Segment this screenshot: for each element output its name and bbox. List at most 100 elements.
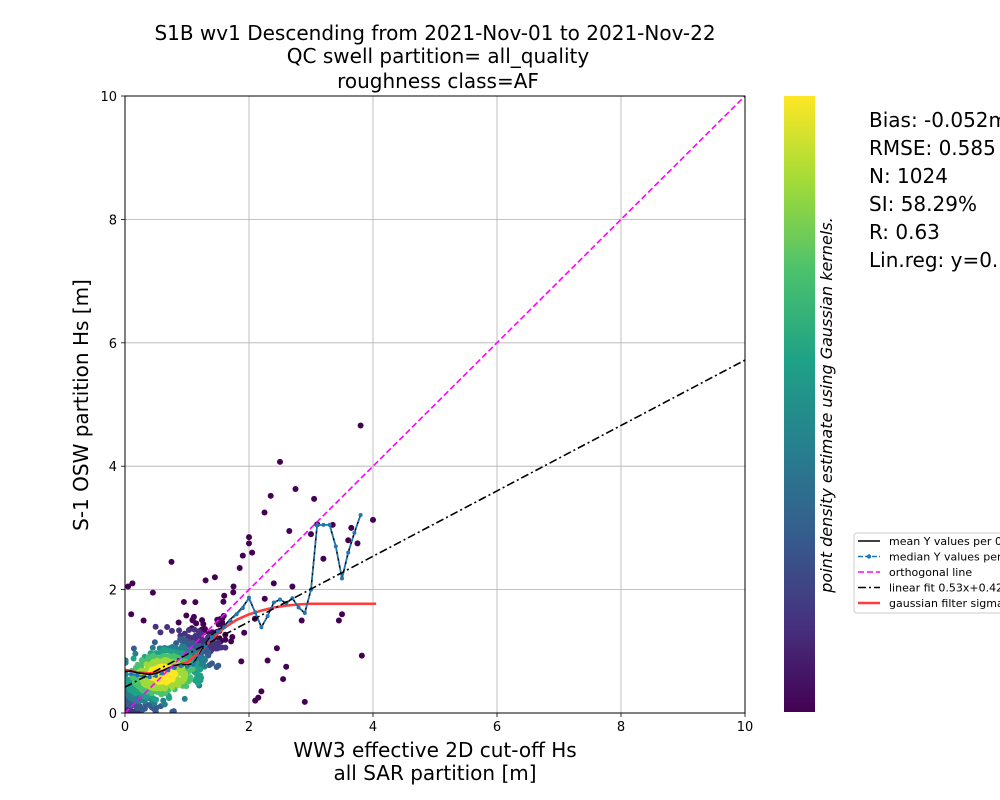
median-marker xyxy=(265,614,270,619)
median-marker xyxy=(352,530,357,535)
median-marker xyxy=(253,610,258,615)
title-line-3: roughness class=AF xyxy=(337,69,539,93)
scatter-point xyxy=(215,621,222,628)
scatter-point xyxy=(149,644,156,651)
x-tick-label: 2 xyxy=(245,720,253,735)
x-tick-label: 8 xyxy=(617,720,625,735)
x-tick-label: 6 xyxy=(493,720,501,735)
legend-box xyxy=(853,532,1000,614)
scatter-point xyxy=(202,577,209,584)
series-line-orthogonal xyxy=(125,96,745,713)
median-marker xyxy=(154,673,158,678)
median-marker xyxy=(185,664,189,669)
scatter-point xyxy=(264,657,271,664)
stat-line: Lin.reg: y=0. xyxy=(869,248,998,272)
median-marker xyxy=(178,664,183,669)
scatter-point xyxy=(286,527,293,534)
scatter-point xyxy=(370,516,376,523)
title-line-1: S1B wv1 Descending from 2021-Nov-01 to 2… xyxy=(154,21,715,45)
legend-marker xyxy=(866,554,872,559)
scatter-point xyxy=(168,558,175,565)
scatter-point xyxy=(311,495,318,502)
stat-line: Bias: -0.052m xyxy=(869,108,1000,132)
scatter-point xyxy=(273,645,280,652)
scatter-point xyxy=(125,659,129,666)
colorbar xyxy=(784,96,815,712)
title-line-2: QC swell partition= all_quality xyxy=(287,44,590,68)
scatter-point xyxy=(152,623,159,630)
scatter-point xyxy=(129,580,136,587)
median-marker xyxy=(147,675,152,680)
colorbar-label: point density estimate using Gaussian ke… xyxy=(817,217,836,593)
y-axis-label: S-1 OSW partition Hs [m] xyxy=(69,279,93,531)
scatter-point xyxy=(140,617,147,624)
series-lines xyxy=(125,96,745,713)
axis-ticks: 0 2 4 6 8 10 0 2 4 6 8 10 xyxy=(100,90,753,735)
scatter-point xyxy=(339,611,345,618)
median-marker xyxy=(197,654,202,659)
scatter-point xyxy=(220,598,227,605)
plot-frame xyxy=(124,95,746,714)
y-tick-label: 10 xyxy=(100,90,117,105)
scatter-point xyxy=(270,580,277,587)
x-tick-label: 4 xyxy=(369,720,377,735)
legend-label: gaussian filter sigma xyxy=(889,597,1000,610)
scatter-point xyxy=(292,486,299,493)
scatter-point xyxy=(173,640,180,647)
scatter-point xyxy=(236,565,243,572)
median-marker xyxy=(271,600,276,605)
scatter-point xyxy=(289,583,296,590)
scatter-point xyxy=(249,549,256,556)
scatter-point xyxy=(211,574,218,581)
median-marker xyxy=(321,522,326,527)
scatter-point xyxy=(151,639,158,646)
median-marker xyxy=(240,606,245,611)
median-marker xyxy=(209,635,214,640)
scatter-point xyxy=(130,645,137,652)
scatter-point xyxy=(329,521,336,528)
scatter-point xyxy=(228,638,235,645)
scatter-point xyxy=(185,626,192,633)
stat-line: R: 0.63 xyxy=(869,220,940,244)
stat-line: N: 1024 xyxy=(869,164,948,188)
scatter-point xyxy=(168,627,175,634)
series-line-linear xyxy=(125,359,745,688)
scatter-point xyxy=(261,509,268,516)
y-tick-label: 0 xyxy=(109,707,117,722)
scatter-point xyxy=(132,650,139,657)
scatter-point xyxy=(149,589,156,596)
scatter-point xyxy=(277,458,283,465)
scatter-point xyxy=(160,697,167,704)
median-marker xyxy=(346,550,351,555)
scatter-point xyxy=(230,583,237,590)
median-marker xyxy=(302,611,307,616)
scatter-point xyxy=(283,663,290,670)
scatter-point xyxy=(301,698,308,705)
x-axis-label-line-2: all SAR partition [m] xyxy=(333,761,536,785)
scatter-point xyxy=(246,534,252,541)
median-marker xyxy=(222,625,227,630)
scatter-point xyxy=(258,688,265,695)
median-marker xyxy=(296,605,301,610)
scatter-point xyxy=(128,611,135,618)
scatter-point xyxy=(164,624,171,631)
scatter-point xyxy=(192,599,199,606)
median-marker xyxy=(216,629,220,634)
scatter-point xyxy=(157,629,164,636)
scatter-point xyxy=(193,620,200,627)
scatter-point xyxy=(239,552,246,559)
scatter-point xyxy=(345,537,352,544)
scatter-point xyxy=(298,617,305,624)
median-marker xyxy=(191,662,196,667)
scatter-point xyxy=(348,524,355,531)
scatter-point xyxy=(130,655,137,662)
legend: mean Y values per 0 median Y values per or… xyxy=(853,532,1000,614)
median-marker xyxy=(358,512,363,517)
legend-label: linear fit 0.53x+0.42 xyxy=(889,582,1000,595)
scatter-point xyxy=(238,658,245,665)
median-marker xyxy=(228,618,233,623)
scatter-point xyxy=(261,595,268,602)
median-marker xyxy=(129,672,134,677)
y-tick-label: 8 xyxy=(109,213,117,228)
